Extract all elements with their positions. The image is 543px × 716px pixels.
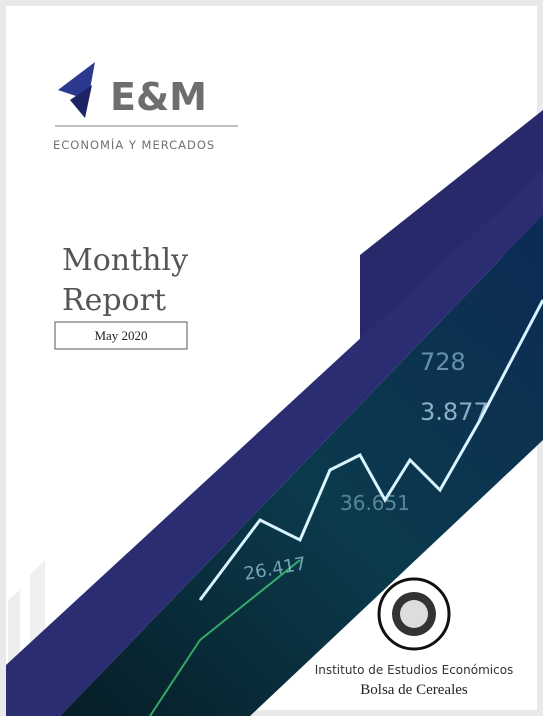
figure: 728: [420, 348, 466, 376]
seal: [400, 600, 428, 628]
title: Report: [62, 283, 166, 318]
figure: 3.877: [420, 398, 489, 426]
title: Monthly: [62, 243, 188, 278]
logo-tagline: ECONOMÍA Y MERCADOS: [53, 137, 215, 152]
logo-mark: E&M: [110, 75, 207, 119]
figure: 36.651: [340, 491, 410, 515]
organization: Bolsa de Cereales: [360, 682, 468, 698]
date: May 2020: [94, 328, 147, 343]
institute: Instituto de Estudios Económicos: [315, 663, 514, 677]
date-box: [54, 321, 188, 350]
logo-icon: [70, 85, 92, 118]
navy-band: [6, 170, 543, 716]
